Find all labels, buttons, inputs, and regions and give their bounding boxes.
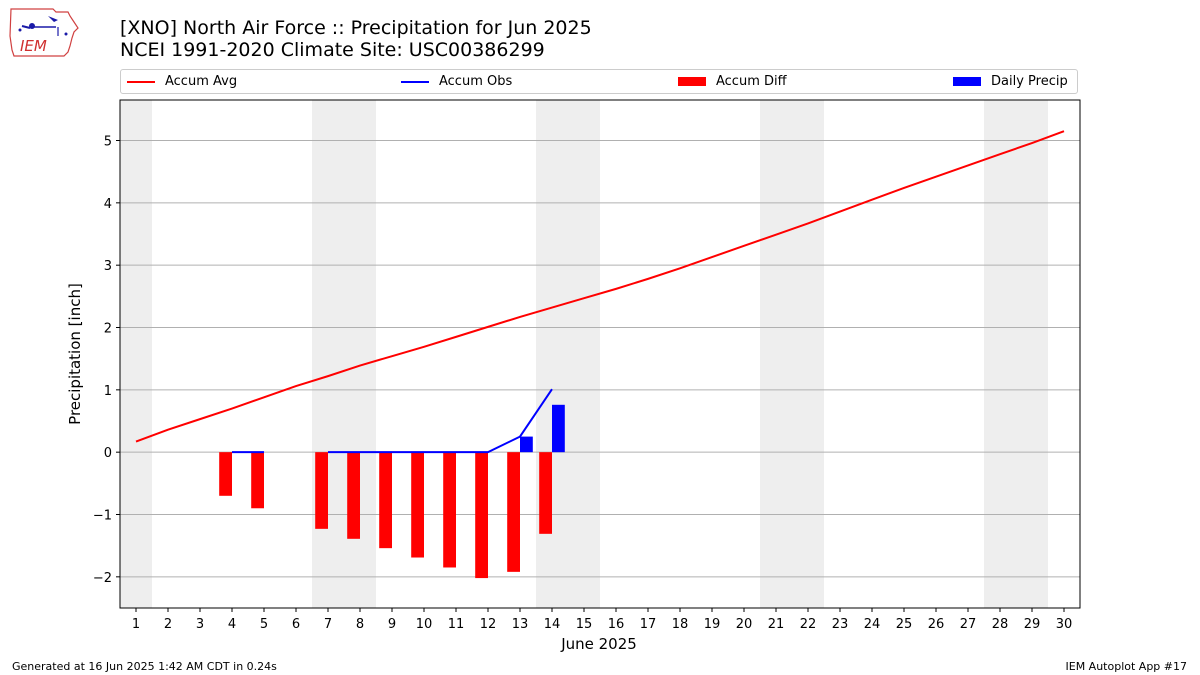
chart-title-line2: NCEI 1991-2020 Climate Site: USC00386299 [120,39,545,61]
accum-diff-bar [315,452,328,529]
accum-avg-line [135,130,1065,443]
legend-label-accum-diff: Accum Diff [716,74,787,89]
chart-title-line1: [XNO] North Air Force :: Precipitation f… [120,17,592,39]
legend-item-accum-diff: Accum Diff [678,70,787,93]
x-tick-label: 19 [704,617,721,632]
legend-swatch-daily-precip [953,77,981,86]
accum-diff-bar [347,452,360,539]
daily-precip-bar [552,404,565,453]
accum-diff-bar [219,452,232,496]
x-tick-label: 15 [576,617,593,632]
legend-item-accum-avg: Accum Avg [127,70,237,93]
bar-marks [219,404,565,579]
x-tick-label: 2 [164,617,172,632]
iem-logo-text: IEM [20,37,47,55]
x-tick-label: 17 [640,617,657,632]
weekend-bands [120,100,1048,608]
line-marks [135,130,1065,454]
accum-diff-bar [443,452,456,568]
legend-item-daily-precip: Daily Precip [953,70,1068,93]
y-tick-label: 4 [104,197,112,212]
y-gridlines [120,140,1080,578]
weekend-band [312,100,376,608]
x-tick-label: 24 [864,617,881,632]
chart-title: [XNO] North Air Force :: Precipitation f… [120,17,592,61]
x-tick-label: 14 [544,617,561,632]
y-tick-label: −1 [93,509,112,524]
accum-diff-bar [251,452,264,509]
accum-obs-line [328,388,553,454]
x-tick-label: 5 [260,617,268,632]
y-tick-label: 1 [104,384,112,399]
legend-label-accum-obs: Accum Obs [439,74,513,89]
x-tick-label: 13 [512,617,529,632]
weekend-band [984,100,1048,608]
x-tick-label: 7 [324,617,332,632]
x-tick-label: 10 [416,617,433,632]
x-tick-label: 20 [736,617,753,632]
x-tick-label: 27 [960,617,977,632]
accum-diff-bar [475,452,488,579]
y-tick-label: 3 [104,259,112,274]
legend-swatch-accum-avg [127,80,155,83]
y-tick-label: −2 [93,571,112,586]
accum-diff-bar [379,452,392,549]
x-tick-label: 18 [672,617,689,632]
daily-precip-bar [520,436,533,453]
generated-timestamp: Generated at 16 Jun 2025 1:42 AM CDT in … [12,660,277,673]
y-axis-label: Precipitation [inch] [66,283,84,425]
legend-item-accum-obs: Accum Obs [401,70,512,93]
accum-diff-bar [411,452,424,558]
x-tick-label: 21 [768,617,785,632]
y-tick-label: 2 [104,322,112,337]
x-tick-label: 28 [992,617,1009,632]
weekend-band [120,100,152,608]
x-tick-label: 23 [832,617,849,632]
legend-label-accum-avg: Accum Avg [165,74,238,89]
app-id: IEM Autoplot App #17 [1065,660,1188,673]
x-tick-label: 3 [196,617,204,632]
x-tick-label: 29 [1024,617,1041,632]
iem-logo: IEM [9,8,79,57]
x-tick-label: 12 [480,617,497,632]
x-tick-label: 8 [356,617,364,632]
x-tick-label: 1 [132,617,140,632]
legend-swatch-accum-obs [401,80,429,83]
x-tick-label: 22 [800,617,817,632]
y-tick-label: 0 [104,446,112,461]
x-tick-label: 11 [448,617,465,632]
x-tick-label: 4 [228,617,236,632]
x-tick-label: 26 [928,617,945,632]
x-tick-label: 25 [896,617,913,632]
plot-frame [119,99,1081,609]
weekend-band [760,100,824,608]
x-axis-label: June 2025 [560,635,637,653]
x-tick-label: 9 [388,617,396,632]
legend-label-daily-precip: Daily Precip [991,74,1068,89]
x-tick-label: 6 [292,617,300,632]
legend-swatch-accum-diff [678,77,706,86]
x-tick-label: 16 [608,617,625,632]
accum-diff-bar [507,452,520,572]
accum-diff-bar [539,452,552,534]
x-tick-label: 30 [1056,617,1073,632]
legend: Accum Avg Accum Obs Accum Diff Daily Pre… [120,69,1078,94]
y-tick-label: 5 [104,135,112,150]
